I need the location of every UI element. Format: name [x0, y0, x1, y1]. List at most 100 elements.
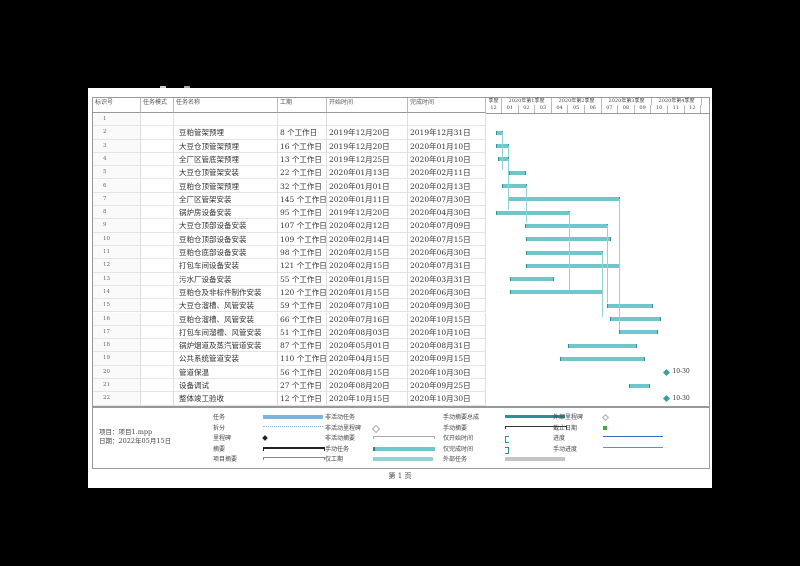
row-mode[interactable] [141, 166, 174, 180]
row-start[interactable]: 2019年12月20日 [327, 126, 408, 140]
table-row[interactable]: 1 [93, 113, 486, 127]
row-task-name[interactable]: 大豆仓顶管架安装 [174, 166, 278, 180]
row-duration[interactable]: 32 个工作日 [278, 179, 327, 193]
row-mode[interactable] [141, 365, 174, 379]
table-row[interactable]: 6 豆粕仓顶管架预埋 32 个工作日 2020年01月01日 2020年02月13日 [93, 179, 486, 193]
row-task-name[interactable]: 整体竣工验收 [174, 392, 278, 406]
row-id[interactable]: 15 [93, 299, 141, 313]
row-finish[interactable]: 2020年10月10日 [408, 325, 486, 340]
row-start[interactable]: 2020年07月16日 [327, 312, 408, 326]
row-start[interactable]: 2020年02月15日 [327, 259, 408, 273]
row-start[interactable]: 2020年07月10日 [327, 299, 408, 313]
row-id[interactable]: 8 [93, 206, 141, 220]
milestone-diamond-icon[interactable] [663, 395, 671, 403]
row-mode[interactable] [141, 325, 174, 340]
task-bar[interactable] [524, 223, 608, 228]
table-row[interactable]: 11 豆粕仓底部设备安装 98 个工作日 2020年02月15日 2020年06月30日 [93, 246, 486, 260]
table-row[interactable]: 12 打包车间设备安装 121 个工作日 2020年02月15日 2020年07月31日 [93, 259, 486, 273]
row-task-name[interactable]: 污水厂设备安装 [174, 272, 278, 286]
table-row[interactable]: 14 豆粕仓及非标件制作安装 120 个工作日 2020年01月15日 2020年06月… [93, 285, 486, 300]
row-mode[interactable] [141, 299, 174, 313]
row-mode[interactable] [141, 379, 174, 393]
table-row[interactable]: 19 公共系统管道安装 110 个工作日 2020年04月15日 2020年09月15日 [93, 352, 486, 366]
row-start[interactable]: 2019年12月25日 [327, 152, 408, 167]
row-start[interactable]: 2020年01月13日 [327, 166, 408, 180]
row-id[interactable]: 19 [93, 352, 141, 366]
row-mode[interactable] [141, 232, 174, 246]
row-duration[interactable]: 12 个工作日 [278, 392, 327, 406]
task-bar[interactable] [525, 237, 612, 242]
row-id[interactable]: 3 [93, 139, 141, 153]
col-header-id[interactable]: 标识号 [93, 98, 141, 113]
row-id[interactable]: 9 [93, 219, 141, 233]
row-mode[interactable] [141, 126, 174, 140]
table-row[interactable]: 15 大豆仓溜槽、风管安装 59 个工作日 2020年07月10日 2020年09月30… [93, 299, 486, 313]
row-id[interactable]: 13 [93, 272, 141, 286]
table-row[interactable]: 3 大豆仓顶管架预埋 16 个工作日 2019年12月20日 2020年01月10日 [93, 139, 486, 153]
row-finish[interactable]: 2020年10月30日 [408, 392, 486, 406]
row-task-name[interactable]: 打包车间溜槽、风管安装 [174, 325, 278, 340]
row-mode[interactable] [141, 113, 174, 127]
row-duration[interactable]: 51 个工作日 [278, 325, 327, 340]
row-finish[interactable]: 2020年01月10日 [408, 139, 486, 153]
row-task-name[interactable]: 豆粕仓顶管架预埋 [174, 179, 278, 193]
row-id[interactable]: 17 [93, 325, 141, 340]
row-id[interactable]: 12 [93, 259, 141, 273]
row-id[interactable]: 22 [93, 392, 141, 406]
table-row[interactable]: 8 锅炉房设备安装 95 个工作日 2019年12月20日 2020年04月30日 [93, 206, 486, 220]
row-duration[interactable]: 8 个工作日 [278, 126, 327, 140]
table-row[interactable]: 13 污水厂设备安装 55 个工作日 2020年01月15日 2020年03月31日 [93, 272, 486, 286]
row-finish[interactable]: 2020年07月30日 [408, 192, 486, 207]
task-bar[interactable] [526, 250, 604, 255]
row-duration[interactable]: 22 个工作日 [278, 166, 327, 180]
row-id[interactable]: 21 [93, 379, 141, 393]
row-finish[interactable]: 2020年01月10日 [408, 152, 486, 167]
row-mode[interactable] [141, 192, 174, 207]
row-duration[interactable]: 95 个工作日 [278, 206, 327, 220]
row-start[interactable] [327, 113, 408, 127]
row-mode[interactable] [141, 206, 174, 220]
row-start[interactable]: 2020年02月14日 [327, 232, 408, 246]
row-mode[interactable] [141, 152, 174, 167]
row-mode[interactable] [141, 339, 174, 353]
task-bar[interactable] [526, 263, 621, 268]
row-duration[interactable]: 121 个工作日 [278, 259, 327, 273]
table-row[interactable]: 21 设备调试 27 个工作日 2020年08月20日 2020年09月25日 [93, 379, 486, 393]
table-row[interactable]: 20 管道保温 56 个工作日 2020年08月15日 2020年10月30日 [93, 365, 486, 379]
row-mode[interactable] [141, 285, 174, 300]
col-header-mode[interactable]: 任务模式 [141, 98, 174, 113]
row-finish[interactable]: 2020年09月30日 [408, 299, 486, 313]
row-duration[interactable] [278, 113, 327, 127]
row-task-name[interactable]: 设备调试 [174, 379, 278, 393]
row-mode[interactable] [141, 272, 174, 286]
task-bar[interactable] [568, 343, 637, 348]
row-start[interactable]: 2020年02月12日 [327, 219, 408, 233]
table-row[interactable]: 16 豆粕仓溜槽、风管安装 66 个工作日 2020年07月16日 2020年10月15… [93, 312, 486, 326]
row-task-name[interactable]: 大豆仓溜槽、风管安装 [174, 299, 278, 313]
table-row[interactable]: 4 全厂区管底架预埋 13 个工作日 2019年12月25日 2020年01月10日 [93, 152, 486, 167]
row-mode[interactable] [141, 246, 174, 260]
row-id[interactable]: 10 [93, 232, 141, 246]
row-start[interactable]: 2019年12月20日 [327, 206, 408, 220]
table-row[interactable]: 7 全厂区管架安装 145 个工作日 2020年01月11日 2020年07月30日 [93, 192, 486, 207]
row-start[interactable]: 2019年12月20日 [327, 139, 408, 153]
row-id[interactable]: 18 [93, 339, 141, 353]
row-finish[interactable]: 2020年08月31日 [408, 339, 486, 353]
col-header-finish[interactable]: 完成时间 [408, 98, 486, 113]
row-finish[interactable]: 2020年07月31日 [408, 259, 486, 273]
row-start[interactable]: 2020年08月03日 [327, 325, 408, 340]
row-finish[interactable]: 2020年09月25日 [408, 379, 486, 393]
row-task-name[interactable]: 豆粕仓顶部设备安装 [174, 232, 278, 246]
table-row[interactable]: 9 大豆仓顶部设备安装 107 个工作日 2020年02月12日 2020年07月09日 [93, 219, 486, 233]
row-id[interactable]: 6 [93, 179, 141, 193]
row-mode[interactable] [141, 392, 174, 406]
row-duration[interactable]: 16 个工作日 [278, 139, 327, 153]
row-id[interactable]: 20 [93, 365, 141, 379]
row-task-name[interactable]: 大豆仓顶部设备安装 [174, 219, 278, 233]
row-finish[interactable]: 2020年07月09日 [408, 219, 486, 233]
row-task-name[interactable]: 全厂区管底架预埋 [174, 152, 278, 167]
row-task-name[interactable]: 公共系统管道安装 [174, 352, 278, 366]
col-header-name[interactable]: 任务名称 [174, 98, 278, 113]
row-start[interactable]: 2020年01月15日 [327, 272, 408, 286]
task-bar[interactable] [509, 290, 604, 295]
